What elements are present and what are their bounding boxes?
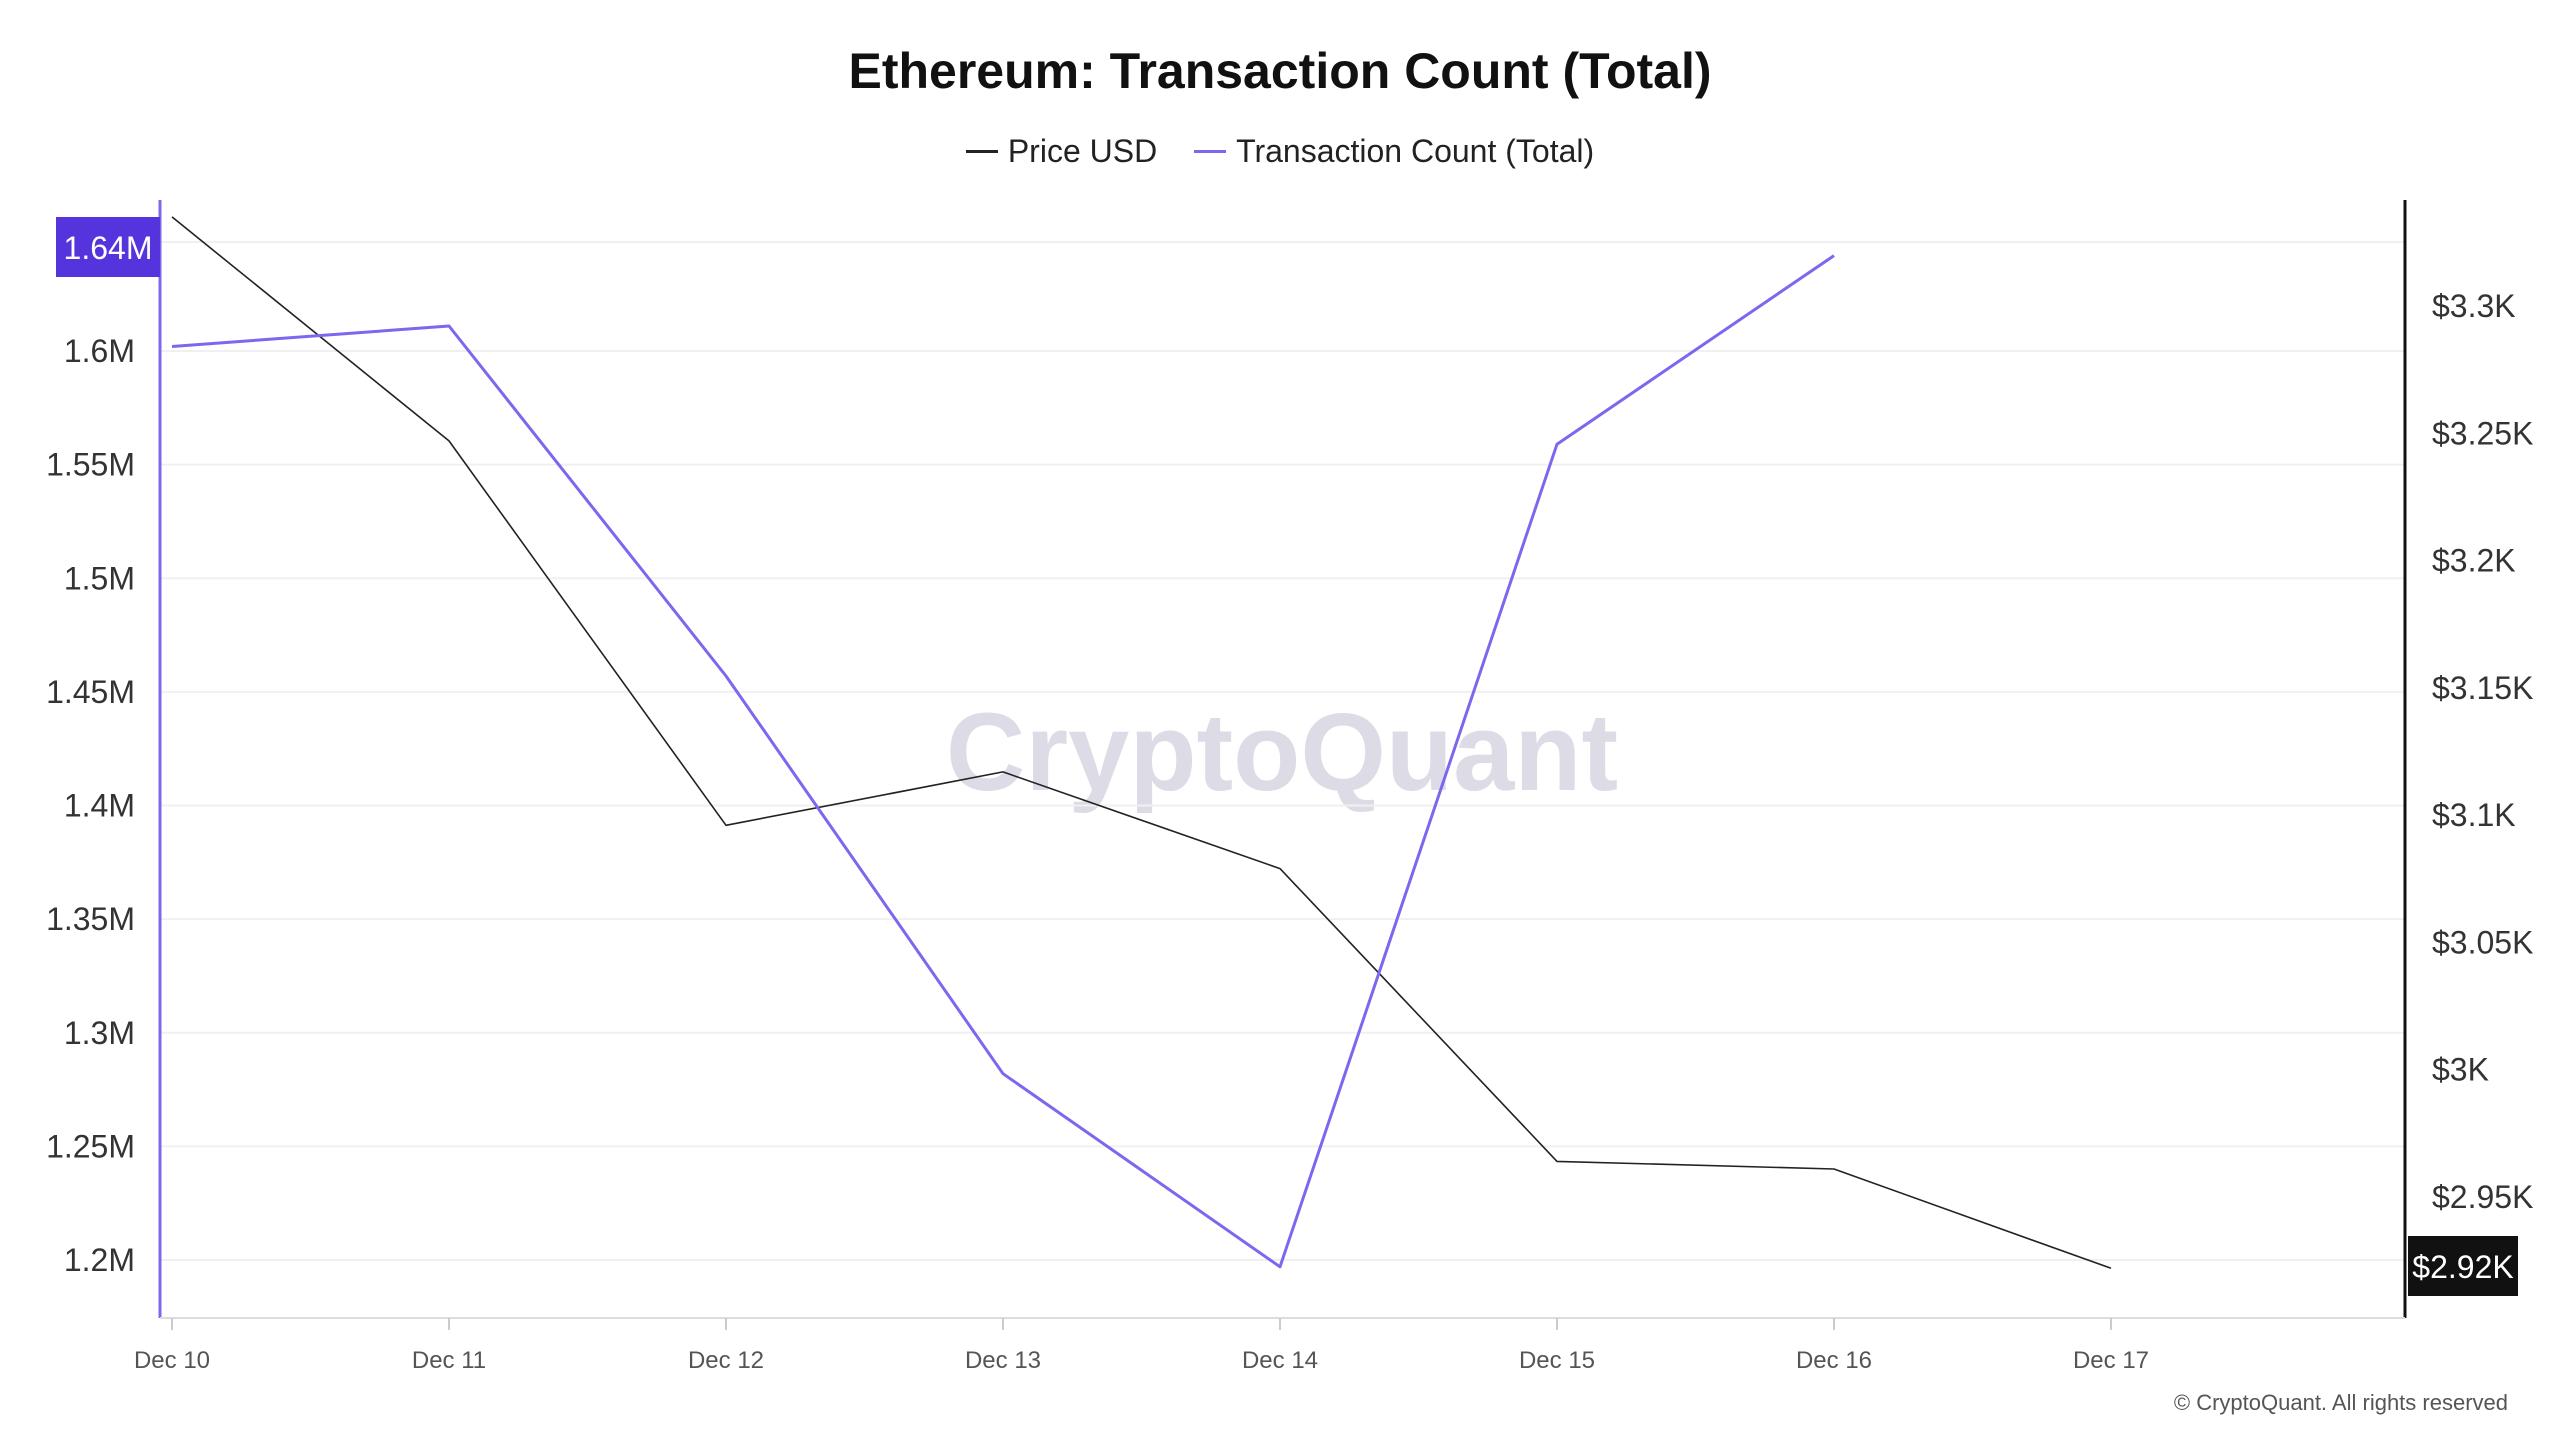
legend-swatch-transaction-count xyxy=(1194,150,1227,153)
x-tick-label-2: Dec 12 xyxy=(688,1347,764,1374)
left-current-badge xyxy=(56,217,160,277)
left-tick-label-8: 1.6M xyxy=(64,333,135,369)
right-current-badge xyxy=(2408,1236,2518,1296)
right-current-label: $2.92K xyxy=(2412,1249,2513,1285)
right-tick-label-1: $3K xyxy=(2432,1052,2489,1088)
left-tick-label-2: 1.3M xyxy=(64,1015,135,1051)
series-line-transaction-count xyxy=(171,254,1835,1269)
series-line-price xyxy=(171,216,2112,1270)
x-tick-label-1: Dec 11 xyxy=(412,1347,486,1374)
watermark: CryptoQuant xyxy=(946,691,1618,814)
left-tick-label-0: 1.2M xyxy=(64,1242,135,1278)
right-tick-label-2: $3.05K xyxy=(2432,924,2533,960)
legend-swatch-price xyxy=(965,150,998,153)
tick-labels: Dec 10 Dec 11 Dec 12 Dec 13 Dec 14 Dec 15 Dec … xyxy=(46,217,2533,1374)
left-tick-label-4: 1.4M xyxy=(64,788,135,824)
x-tick-label-0: Dec 10 xyxy=(134,1347,210,1374)
right-tick-label-4: $3.15K xyxy=(2432,670,2533,706)
legend-item-transaction-count[interactable]: Transaction Count (Total) xyxy=(1194,133,1594,170)
x-tick-label-5: Dec 15 xyxy=(1519,1347,1595,1374)
axes xyxy=(158,200,2407,1330)
left-tick-label-1: 1.25M xyxy=(46,1128,135,1164)
chart-title: Ethereum: Transaction Count (Total) xyxy=(848,43,1712,99)
copyright-notice: © CryptoQuant. All rights reserved xyxy=(2173,1390,2508,1415)
x-tick-label-4: Dec 14 xyxy=(1242,1347,1318,1374)
right-tick-label-3: $3.1K xyxy=(2432,797,2516,833)
x-tick-label-6: Dec 16 xyxy=(1796,1347,1872,1374)
left-current-label: 1.64M xyxy=(64,230,153,266)
left-tick-label-6: 1.5M xyxy=(64,560,135,596)
right-tick-label-6: $3.25K xyxy=(2432,415,2533,451)
left-tick-label-3: 1.35M xyxy=(46,901,135,937)
right-tick-label-7: $3.3K xyxy=(2432,288,2516,324)
right-tick-label-0: $2.95K xyxy=(2432,1179,2533,1215)
left-tick-label-7: 1.55M xyxy=(46,447,135,483)
x-tick-label-7: Dec 17 xyxy=(2073,1347,2149,1374)
x-tick-label-3: Dec 13 xyxy=(965,1347,1041,1374)
legend-label-transaction-count: Transaction Count (Total) xyxy=(1236,133,1595,169)
right-tick-label-5: $3.2K xyxy=(2432,543,2516,579)
legend: Price USD Transaction Count (Total) xyxy=(0,124,2560,170)
left-tick-label-5: 1.45M xyxy=(46,674,135,710)
legend-item-price[interactable]: Price USD xyxy=(965,133,1158,170)
legend-label-price: Price USD xyxy=(1007,133,1158,169)
series-lines xyxy=(171,216,2112,1270)
